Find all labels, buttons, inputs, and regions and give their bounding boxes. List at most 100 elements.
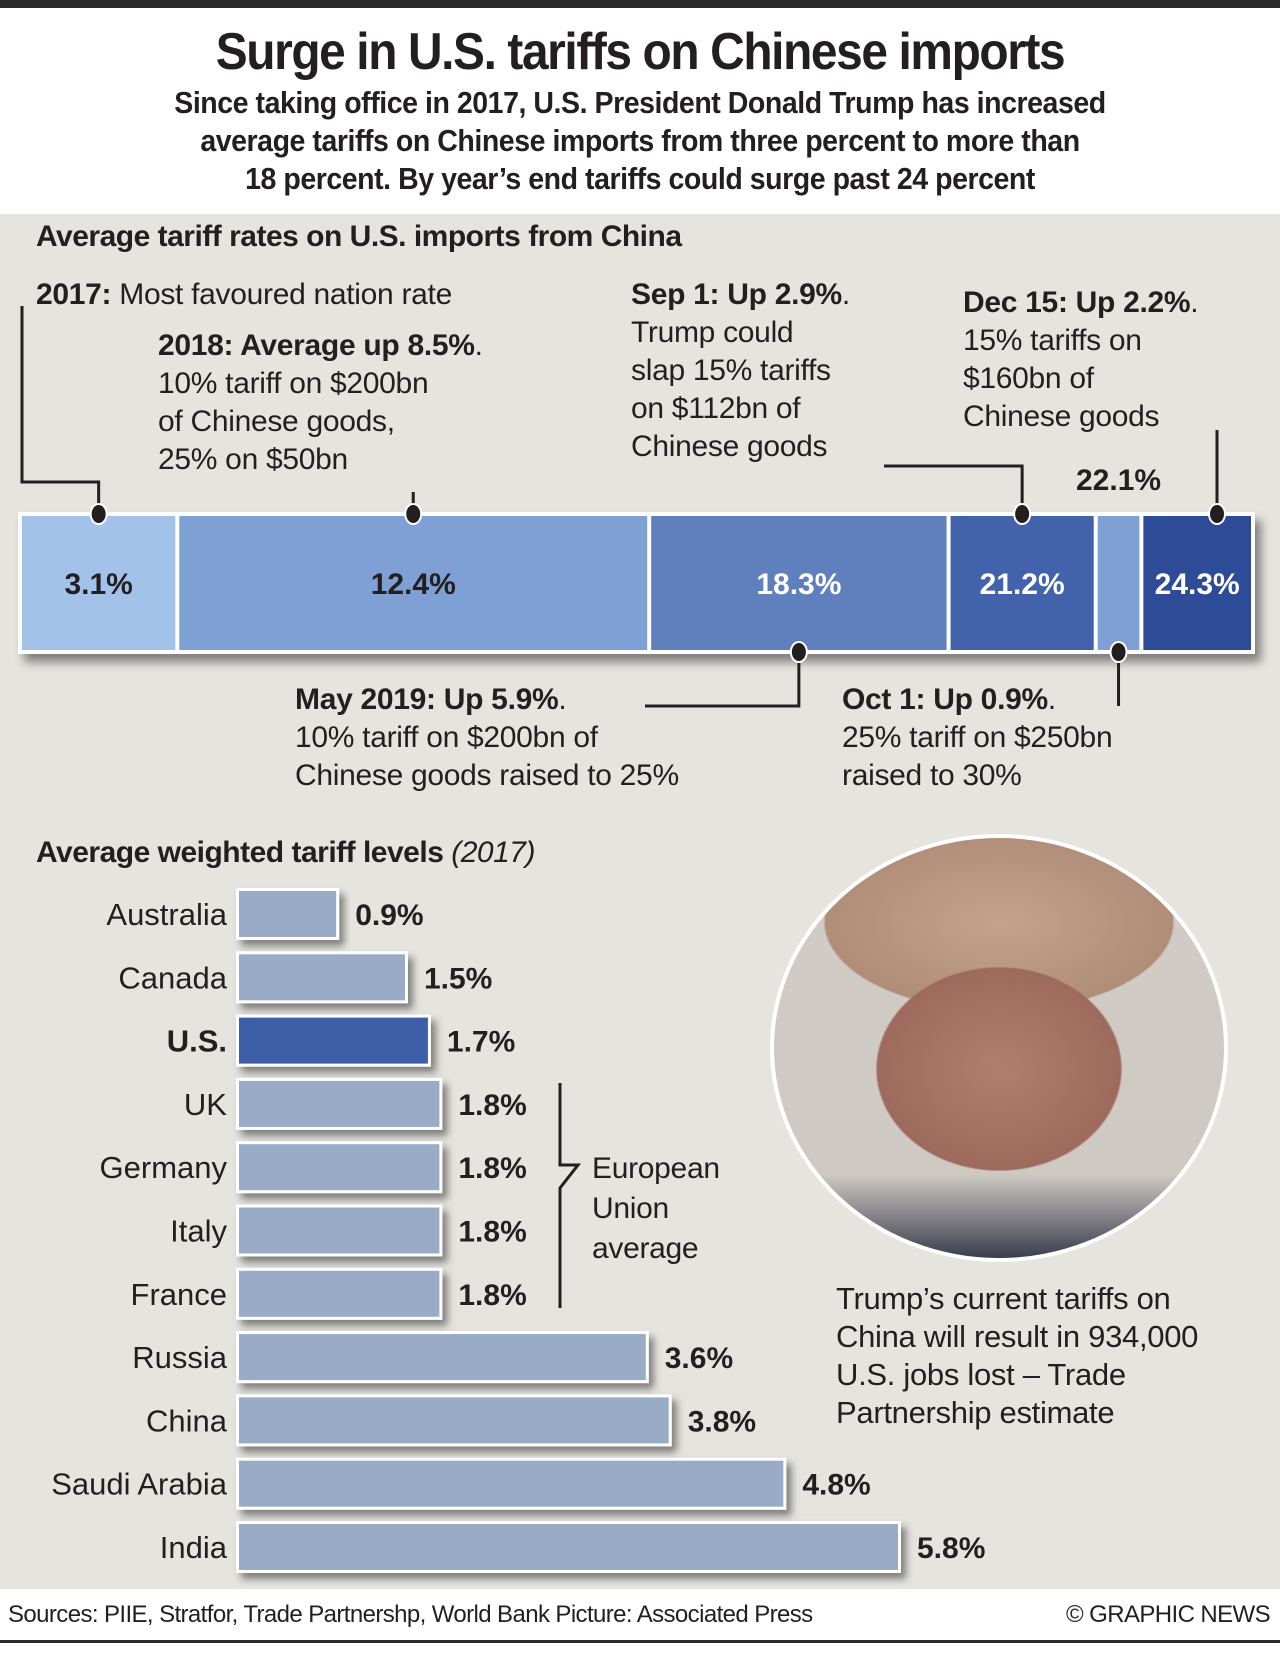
note-2018-bold: 2018: Average up 8.5%	[158, 329, 475, 362]
bar-value-label: 1.8%	[458, 1216, 526, 1249]
note-sep1-bold: Sep 1: Up 2.9%	[631, 278, 842, 311]
note-may2019-period: .	[558, 683, 567, 716]
bar-value-label: 1.5%	[424, 962, 492, 995]
note-2018-line: 25% on $50bn	[158, 443, 348, 476]
note-may2019-bold: May 2019: Up 5.9%	[295, 683, 559, 716]
timeline-value-label: 3.1%	[64, 568, 132, 601]
bar-uk	[239, 1080, 440, 1127]
photo-caption: Trump’s current tariffs on China will re…	[836, 1280, 1198, 1432]
timeline-value-label: 24.3%	[1155, 568, 1240, 601]
bar-saudi-arabia	[239, 1460, 784, 1507]
subtitle-line: average tariffs on Chinese imports from …	[200, 123, 1080, 158]
timeline-segment-dec-15	[1143, 516, 1251, 650]
caption-line: Trump’s current tariffs on	[836, 1281, 1171, 1316]
country-label: Italy	[170, 1214, 227, 1249]
country-label: U.S.	[167, 1024, 227, 1059]
subtitle-line: 18 percent. By year’s end tariffs could …	[245, 161, 1035, 196]
caption-line: China will result in 934,000	[836, 1319, 1199, 1354]
bar-france	[239, 1270, 440, 1317]
weighted-chart: Australia 0.9% Canada 1.5% U.S. 1.7% UK 1.8% Ger…	[51, 888, 985, 1573]
eu-label-line: average	[592, 1232, 699, 1265]
country-label: India	[160, 1530, 228, 1565]
caption-line: U.S. jobs lost – Trade	[836, 1357, 1126, 1392]
weighted-title-text: Average weighted tariff levels	[36, 836, 444, 869]
timeline-value-label: 22.1%	[1076, 464, 1161, 497]
bar-value-label: 5.8%	[917, 1532, 985, 1565]
note-oct1-bold: Oct 1: Up 0.9%	[842, 683, 1048, 716]
note-dec15-bold: Dec 15: Up 2.2%	[963, 286, 1191, 319]
note-2017-text: Most favoured nation rate	[111, 278, 452, 311]
note-may2019-line: 10% tariff on $200bn of	[295, 721, 598, 754]
note-may2019-line: Chinese goods raised to 25%	[295, 759, 679, 792]
note-dec15-period: .	[1190, 286, 1199, 319]
country-label: France	[131, 1277, 227, 1312]
country-label: UK	[184, 1087, 227, 1122]
note-sep1-line: Trump could	[631, 316, 794, 349]
eu-label-line: Union	[592, 1192, 669, 1225]
note-oct1-line: 25% tariff on $250bn	[842, 721, 1113, 754]
note-2017: 2017: Most favoured nation rate	[36, 276, 452, 314]
note-2018: 2018: Average up 8.5%. 10% tariff on $20…	[158, 327, 483, 479]
timeline-value-label: 18.3%	[756, 568, 841, 601]
bar-value-label: 3.8%	[688, 1405, 756, 1438]
note-2018-line: of Chinese goods,	[158, 405, 395, 438]
bar-australia	[239, 891, 337, 937]
note-sep1-line: Chinese goods	[631, 430, 828, 463]
note-2017-bold: 2017:	[36, 278, 112, 311]
note-dec15-line: $160bn of	[963, 362, 1094, 395]
timeline-segment-may-2019	[651, 516, 947, 650]
country-label: Russia	[132, 1340, 228, 1375]
timeline-chart: 3.1% 12.4% 18.3% 21.2% 24.3% 22.1%	[18, 306, 1255, 708]
subtitle: Since taking office in 2017, U.S. Presid…	[51, 84, 1229, 198]
bar-value-label: 4.8%	[802, 1469, 870, 1502]
note-may2019: May 2019: Up 5.9%. 10% tariff on $200bn …	[295, 681, 679, 795]
bar-germany	[239, 1144, 440, 1191]
country-label: China	[146, 1403, 228, 1438]
trump-photo	[770, 834, 1228, 1262]
note-oct1: Oct 1: Up 0.9%. 25% tariff on $250bn rai…	[842, 681, 1113, 795]
note-2018-period: .	[474, 329, 483, 362]
leader-dot	[1208, 503, 1226, 525]
bar-value-label: 1.8%	[458, 1089, 526, 1122]
leader-dot	[1013, 503, 1032, 525]
timeline-value-label: 12.4%	[371, 568, 456, 601]
weighted-title: Average weighted tariff levels (2017)	[36, 836, 535, 870]
note-dec15-line: 15% tariffs on	[963, 324, 1142, 357]
timeline-segment-2018	[179, 516, 648, 650]
leader-dot	[404, 503, 423, 525]
note-sep1-line: slap 15% tariffs	[631, 354, 831, 387]
timeline-segment-oct-1	[1097, 516, 1140, 650]
note-dec15: Dec 15: Up 2.2%. 15% tariffs on $160bn o…	[963, 284, 1199, 436]
top-rule	[0, 0, 1280, 8]
bar-russia	[239, 1334, 646, 1381]
sources: Sources: PIIE, Stratfor, Trade Partnersh…	[8, 1601, 813, 1628]
timeline-segment-sep-1	[950, 516, 1094, 650]
weighted-title-year: (2017)	[451, 836, 535, 869]
eu-label-line: European	[592, 1152, 720, 1185]
note-sep1: Sep 1: Up 2.9%. Trump could slap 15% tar…	[631, 276, 850, 466]
note-oct1-period: .	[1047, 683, 1056, 716]
country-label: Germany	[100, 1150, 228, 1185]
copyright: © GRAPHIC NEWS	[1066, 1601, 1271, 1628]
footer: Sources: PIIE, Stratfor, Trade Partnersh…	[0, 1589, 1280, 1639]
timeline-segment-2017	[22, 516, 176, 650]
header: Surge in U.S. tariffs on Chinese imports…	[0, 8, 1280, 214]
bar-china	[239, 1397, 669, 1444]
page-title: Surge in U.S. tariffs on Chinese imports	[215, 23, 1066, 81]
note-2018-line: 10% tariff on $200bn	[158, 367, 429, 400]
country-label: Saudi Arabia	[51, 1467, 228, 1502]
leader-dot	[1109, 641, 1128, 663]
subtitle-line: Since taking office in 2017, U.S. Presid…	[174, 85, 1106, 120]
bar-value-label: 1.7%	[447, 1026, 515, 1059]
eu-label: European Union average	[592, 1149, 720, 1269]
bar-canada	[239, 954, 405, 1001]
country-label: Australia	[106, 897, 227, 932]
timeline-value-label: 21.2%	[980, 568, 1065, 601]
bar-italy	[239, 1207, 440, 1254]
note-dec15-line: Chinese goods	[963, 400, 1160, 433]
note-sep1-period: .	[841, 278, 850, 311]
caption-line: Partnership estimate	[836, 1395, 1115, 1430]
leader-dot	[89, 503, 108, 525]
note-sep1-line: on $112bn of	[631, 392, 801, 425]
leader-sep1	[884, 464, 1024, 514]
